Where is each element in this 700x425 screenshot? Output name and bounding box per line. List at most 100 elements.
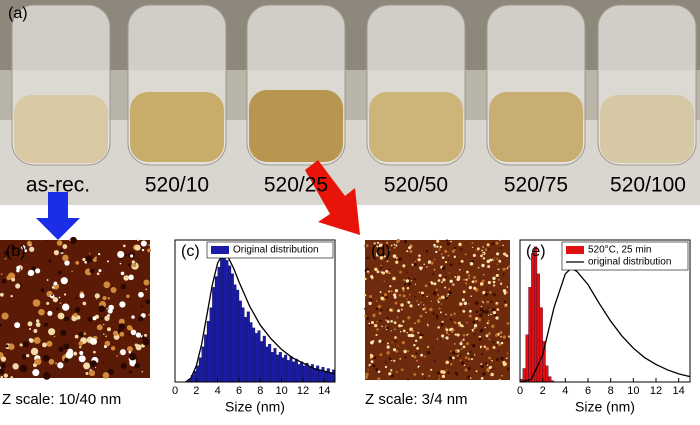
- afm-grain: [52, 297, 59, 303]
- afm-grain: [406, 271, 408, 274]
- afm-grain: [482, 251, 486, 255]
- afm-grain: [386, 308, 389, 311]
- fit-line: [185, 252, 336, 383]
- afm-grain: [60, 249, 64, 253]
- afm-grain: [135, 344, 142, 351]
- afm-grain: [465, 360, 468, 362]
- afm-grain: [422, 308, 425, 311]
- afm-grain: [394, 340, 397, 343]
- afm-grain: [417, 303, 420, 306]
- afm-grain: [377, 304, 382, 309]
- afm-grain: [487, 314, 490, 316]
- afm-grain: [69, 236, 77, 244]
- afm-grain: [370, 354, 374, 358]
- afm-grain: [453, 246, 457, 250]
- afm-grain: [78, 341, 83, 346]
- afm-grain: [474, 279, 478, 283]
- afm-grain: [433, 269, 436, 271]
- afm-grain: [376, 241, 380, 244]
- plot-frame: [519, 239, 691, 383]
- afm-grain: [27, 321, 33, 327]
- afm-grain: [495, 316, 499, 320]
- afm-grain: [379, 266, 382, 269]
- afm-grain: [380, 309, 383, 312]
- afm-grain: [427, 351, 431, 355]
- afm-grain: [64, 357, 69, 363]
- bar: [539, 307, 543, 383]
- afm-grain: [116, 355, 119, 357]
- bar: [206, 320, 210, 383]
- afm-grain: [110, 346, 116, 351]
- afm-grain: [53, 249, 60, 256]
- panel-label: (d): [371, 243, 391, 260]
- afm-grain: [446, 295, 448, 297]
- afm-grain: [38, 308, 45, 316]
- afm-grain: [470, 358, 474, 361]
- afm-grain: [445, 239, 448, 242]
- afm-grain: [480, 363, 483, 366]
- afm-grain: [120, 271, 125, 276]
- afm-grain: [89, 360, 98, 368]
- afm-grain: [413, 278, 416, 281]
- afm-grain: [78, 331, 85, 338]
- afm-grain: [370, 275, 374, 278]
- afm-grain: [438, 377, 441, 380]
- afm-grain: [472, 253, 476, 257]
- x-tick-label: 10: [627, 385, 639, 397]
- afm-grain: [24, 249, 28, 253]
- afm-grain: [104, 315, 110, 322]
- afm-grain: [466, 334, 468, 336]
- afm-grain: [35, 268, 41, 274]
- afm-caption: Z scale: 10/40 nm: [2, 391, 121, 408]
- afm-grain: [462, 333, 466, 337]
- afm-grain: [460, 347, 463, 351]
- afm-grain: [449, 279, 453, 283]
- bar: [236, 289, 240, 383]
- afm-grain: [505, 291, 507, 294]
- afm-grain: [372, 313, 376, 318]
- afm-grain: [441, 334, 445, 338]
- afm-grain: [458, 268, 461, 271]
- afm-grain: [397, 345, 399, 347]
- afm-grain: [42, 354, 50, 362]
- afm-grain: [130, 329, 137, 336]
- afm-grain: [447, 259, 449, 261]
- afm-grain: [423, 307, 427, 310]
- afm-grain: [441, 256, 445, 259]
- afm-grain: [408, 299, 411, 302]
- afm-grain: [48, 358, 55, 365]
- legend-swatch: [211, 246, 229, 254]
- afm-grain: [393, 293, 397, 297]
- afm-grain: [375, 333, 378, 337]
- bar: [254, 333, 258, 383]
- afm-grain: [486, 300, 490, 304]
- afm-grain: [53, 281, 58, 286]
- afm-grain: [15, 283, 21, 289]
- afm-grain: [68, 239, 71, 242]
- sample-label: 520/25: [264, 174, 328, 197]
- afm-grain: [34, 358, 42, 366]
- afm-grain: [499, 239, 501, 242]
- afm-grain: [119, 331, 125, 337]
- afm-grain: [505, 254, 509, 258]
- afm-grain: [451, 350, 456, 355]
- afm-grain: [414, 322, 416, 324]
- afm-grain: [409, 249, 413, 253]
- afm-grain: [406, 301, 408, 303]
- afm-grain: [481, 279, 485, 283]
- afm-grain: [398, 293, 402, 297]
- bar: [262, 335, 266, 383]
- afm-grain: [46, 239, 48, 242]
- afm-grain: [366, 256, 369, 260]
- afm-grain: [144, 333, 148, 337]
- afm-grain: [473, 324, 478, 328]
- bar: [257, 330, 261, 383]
- afm-grain: [407, 378, 409, 381]
- afm-grain: [383, 255, 386, 258]
- afm-grain: [1, 312, 9, 320]
- afm-grain: [440, 322, 444, 327]
- afm-grain: [430, 300, 433, 303]
- afm-grain: [490, 300, 493, 303]
- afm-grain: [453, 321, 457, 324]
- afm-grain: [506, 352, 509, 355]
